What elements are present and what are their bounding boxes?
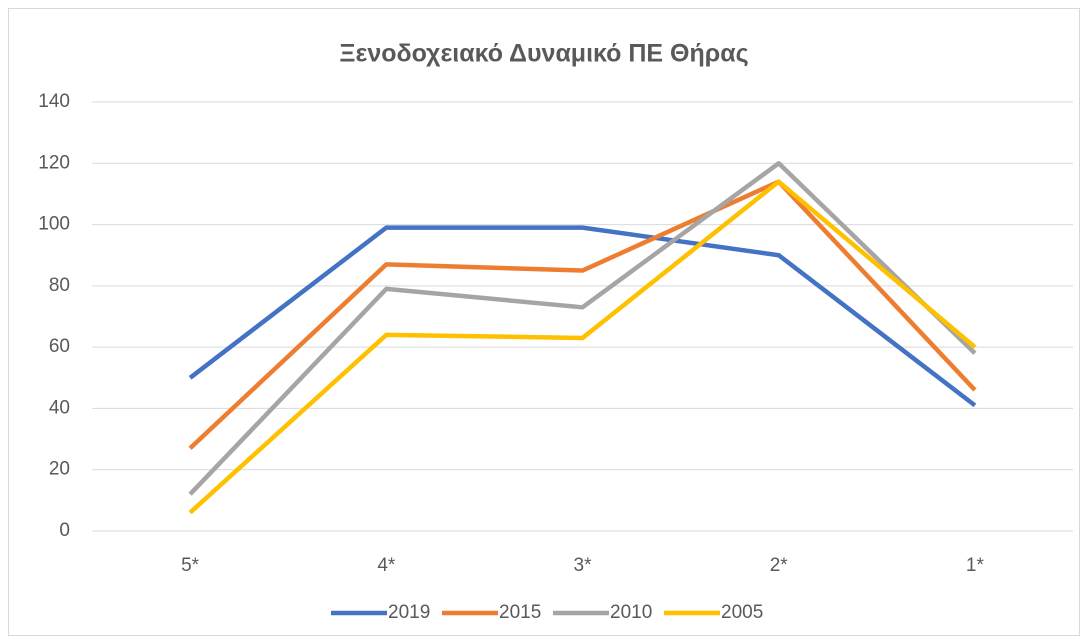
y-tick-label: 20	[49, 459, 70, 480]
x-tick-label: 5*	[181, 555, 200, 576]
y-tick-label: 40	[49, 397, 70, 418]
legend-label: 2015	[499, 602, 541, 623]
legend-label: 2010	[610, 602, 652, 623]
chart-title: Ξενοδοχειακό Δυναμικό ΠΕ Θήρας	[339, 40, 748, 68]
legend-label: 2005	[721, 602, 763, 623]
y-tick-label: 80	[49, 275, 70, 296]
series-line	[188, 179, 977, 515]
chart-border	[8, 8, 1080, 636]
y-tick-label: 0	[59, 520, 70, 541]
y-tick-label: 120	[38, 152, 70, 173]
x-tick-label: 4*	[377, 555, 396, 576]
legend-label: 2019	[388, 602, 430, 623]
x-tick-label: 2*	[770, 555, 789, 576]
x-tick-label: 1*	[966, 555, 985, 576]
series-line	[188, 225, 977, 408]
series-line	[188, 161, 977, 496]
x-tick-label: 3*	[574, 555, 593, 576]
series-line	[188, 179, 977, 450]
y-tick-label: 100	[38, 214, 70, 235]
y-tick-label: 140	[38, 91, 70, 112]
y-tick-label: 60	[49, 336, 70, 357]
